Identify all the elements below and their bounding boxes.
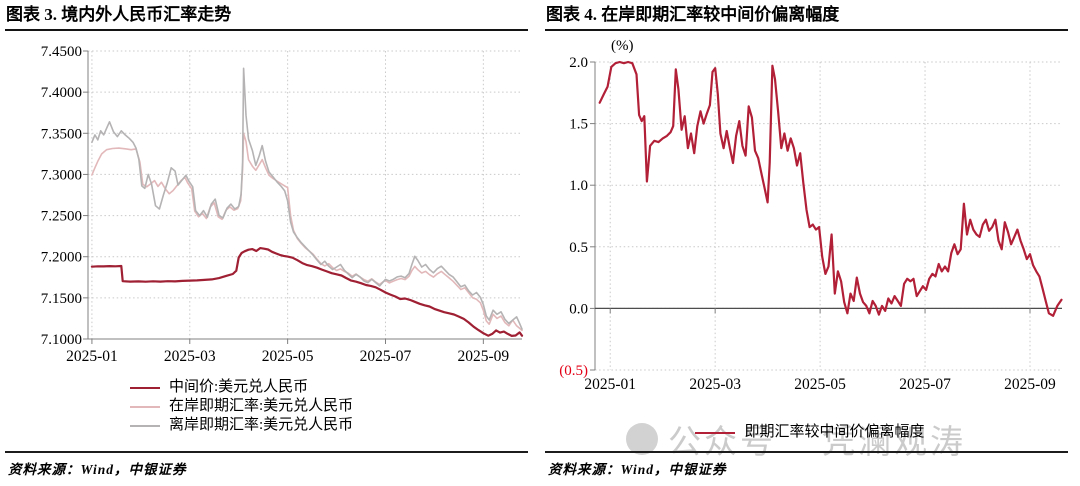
legend-item-deviation: 即期汇率较中间价偏离幅度	[695, 423, 925, 442]
legend-label: 离岸即期汇率:美元兑人民币	[169, 417, 354, 433]
svg-text:1.5: 1.5	[569, 117, 588, 133]
svg-text:2025-07: 2025-07	[360, 348, 412, 365]
figure-4-legend: 即期汇率较中间价偏离幅度	[540, 423, 1080, 442]
figure-3-title: 图表 3. 境内外人民币汇率走势	[6, 5, 232, 24]
panel-figure-3: 图表 3. 境内外人民币汇率走势 7.4500 7.4000 7.3500 7.300…	[5, 5, 540, 478]
figure-3-source-text: 资料来源：Wind，中银证券	[8, 462, 187, 477]
figure-3-legend: 中间价:美元兑人民币 在岸即期汇率:美元兑人民币 离岸即期汇率:美元兑人民币	[130, 378, 540, 435]
svg-text:7.3500: 7.3500	[41, 126, 82, 142]
legend-item-central-parity: 中间价:美元兑人民币	[130, 378, 540, 397]
figure-3-title-rule	[5, 29, 528, 31]
legend-label: 中间价:美元兑人民币	[169, 379, 309, 395]
onshore-spot-line-swatch	[130, 405, 160, 408]
legend-label: 在岸即期汇率:美元兑人民币	[169, 398, 354, 414]
svg-text:0.0: 0.0	[569, 301, 588, 317]
svg-text:2.0: 2.0	[569, 55, 588, 71]
wechat-account-logo-icon	[626, 423, 658, 455]
figure-4-title-rule	[545, 29, 1068, 31]
svg-text:0.5: 0.5	[569, 240, 588, 256]
figure-3-source-block: 资料来源：Wind，中银证券	[5, 451, 528, 478]
svg-text:7.2500: 7.2500	[41, 209, 82, 225]
offshore-spot-line-swatch	[130, 424, 160, 427]
svg-text:7.2000: 7.2000	[41, 250, 82, 266]
svg-text:7.4500: 7.4500	[41, 44, 82, 60]
figure-4-source-rule	[545, 451, 1068, 453]
legend-item-onshore-spot: 在岸即期汇率:美元兑人民币	[130, 397, 540, 416]
figure-3-source-rule	[5, 451, 528, 453]
legend-item-offshore-spot: 离岸即期汇率:美元兑人民币	[130, 416, 540, 435]
svg-text:7.4000: 7.4000	[41, 85, 82, 101]
svg-text:(0.5): (0.5)	[559, 363, 588, 379]
watermark-name: 凭澜观涛	[822, 425, 966, 461]
central-parity-line-swatch	[130, 386, 160, 389]
svg-text:7.3000: 7.3000	[41, 167, 82, 183]
svg-text:2025-05: 2025-05	[262, 348, 314, 365]
svg-text:2025-07: 2025-07	[899, 376, 951, 393]
watermark: 公众号 凭澜观涛	[626, 415, 966, 463]
legend-label: 即期汇率较中间价偏离幅度	[744, 424, 925, 440]
svg-text:2025-09: 2025-09	[1004, 376, 1056, 393]
figure-4-source-block: 资料来源：Wind，中银证券	[545, 451, 1068, 478]
svg-text:2025-01: 2025-01	[584, 376, 636, 393]
watermark-prefix: 公众号	[668, 425, 776, 461]
svg-text:2025-01: 2025-01	[66, 348, 118, 365]
figure-4-title: 图表 4. 在岸即期汇率较中间价偏离幅度	[546, 5, 840, 24]
svg-text:2025-03: 2025-03	[689, 376, 741, 393]
deviation-from-parity-chart: 2.0 1.5 1.0 0.5 0.0 (0.5)2025-01 2025-03 2025-0…	[559, 38, 1063, 393]
svg-text:2025-09: 2025-09	[458, 348, 510, 365]
deviation-line-swatch	[695, 431, 736, 434]
svg-text:2025-05: 2025-05	[794, 376, 846, 393]
svg-text:2025-03: 2025-03	[164, 348, 216, 365]
panel-figure-4: 图表 4. 在岸即期汇率较中间价偏离幅度 2.0 1.5 1.0 0.5 0.0 (0.5…	[540, 0, 1080, 486]
figure-4-source-text: 资料来源：Wind，中银证券	[548, 462, 727, 477]
rmb-exchange-rate-chart: 7.4500 7.4000 7.3500 7.3000 7.2500 7.2000 7.15…	[41, 44, 524, 365]
svg-text:7.1500: 7.1500	[41, 291, 82, 307]
svg-text:1.0: 1.0	[569, 178, 588, 194]
svg-text:(%): (%)	[611, 38, 634, 54]
svg-text:7.1000: 7.1000	[41, 332, 82, 348]
